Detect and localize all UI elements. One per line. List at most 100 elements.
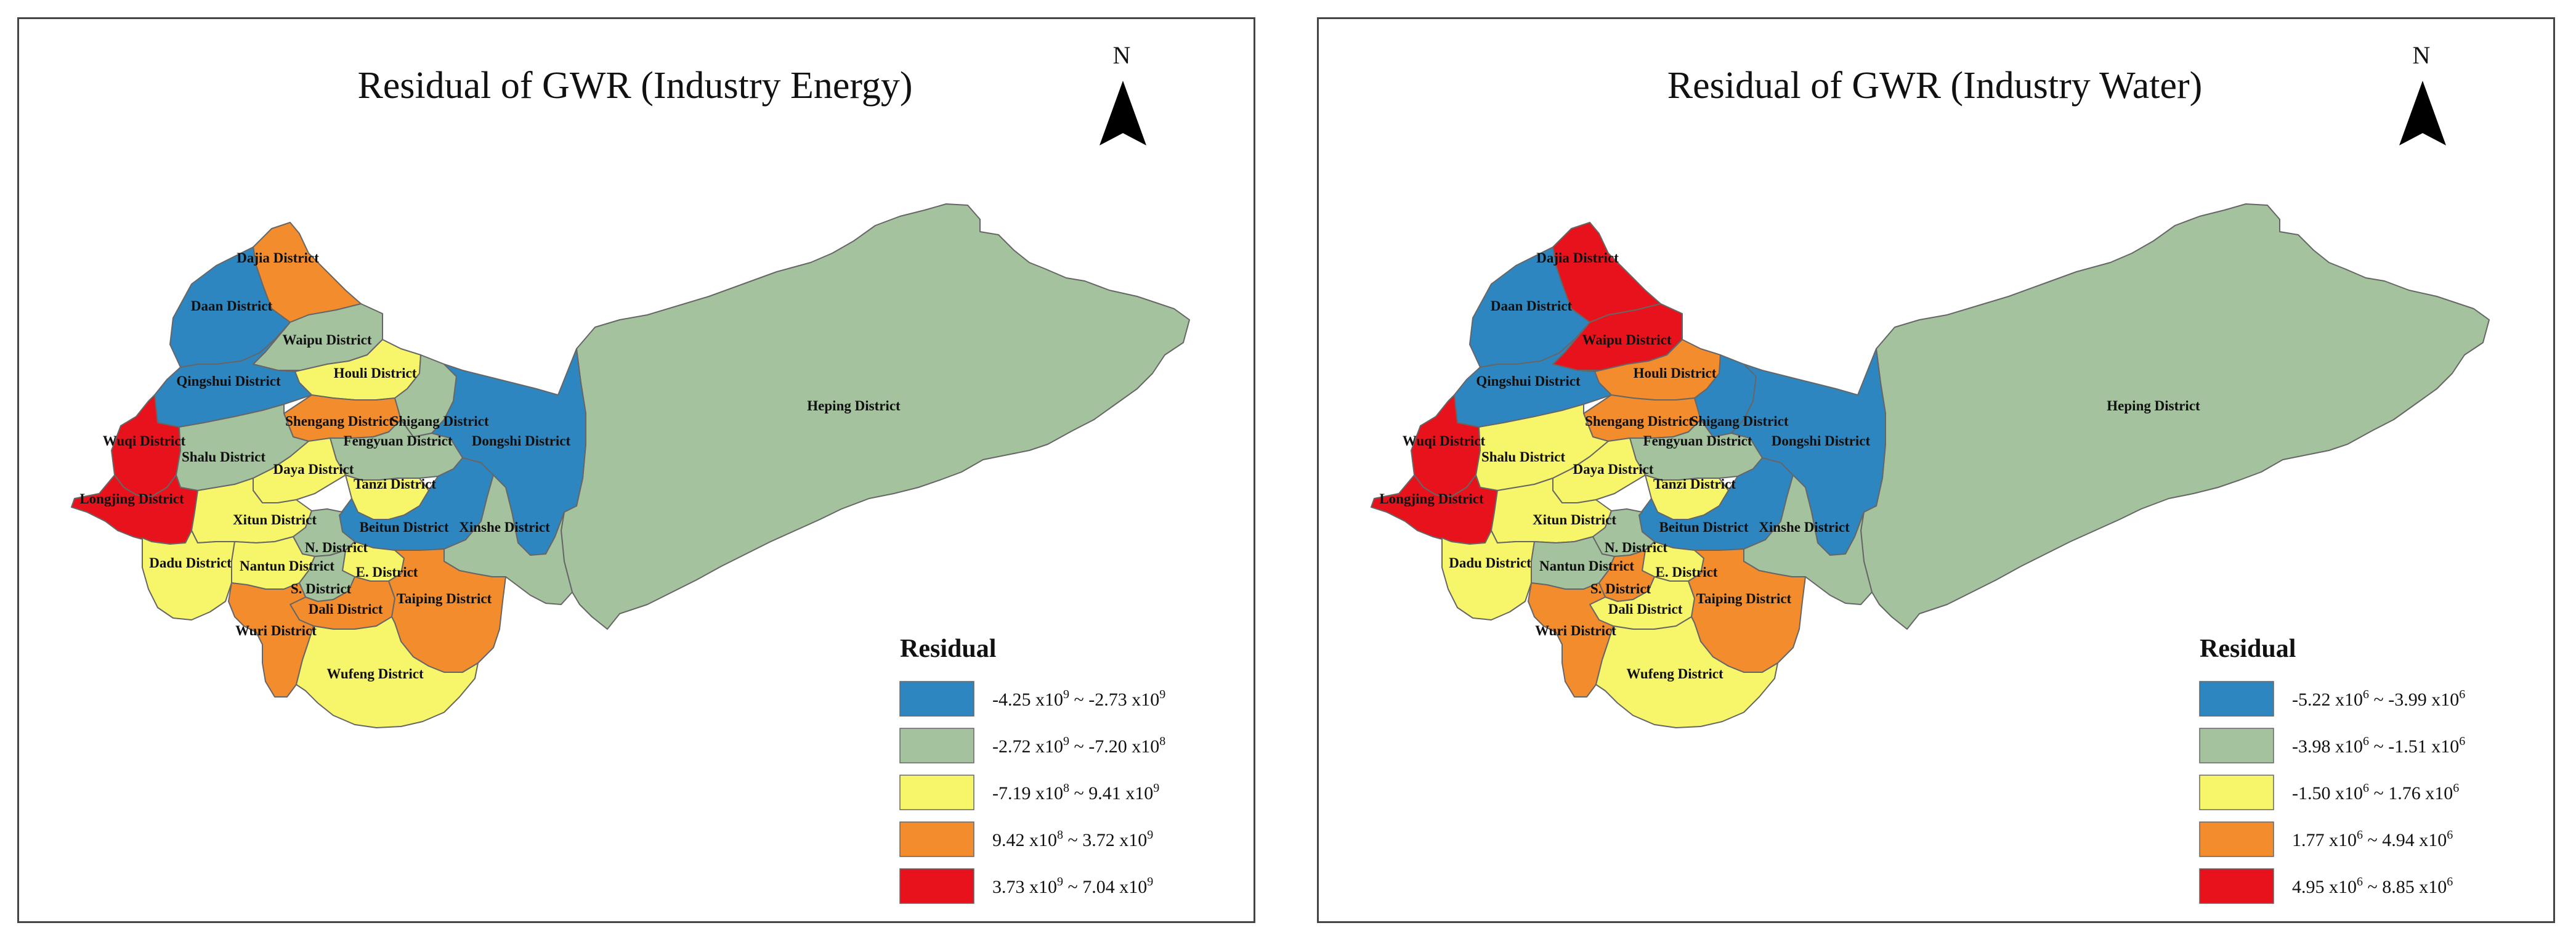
district-label-wuqi: Wuqi District	[1403, 433, 1486, 449]
district-dadu	[1441, 530, 1535, 621]
district-label-fengyuan: Fengyuan District	[344, 433, 453, 449]
legend-label-red: 4.95 x106 ~ 8.85 x106	[2292, 875, 2453, 897]
legend-title: Residual	[2200, 635, 2296, 663]
district-label-ndist: N. District	[305, 540, 368, 555]
district-label-daan: Daan District	[1491, 298, 1573, 314]
legend-label-yellow: -7.19 x108 ~ 9.41 x109	[992, 781, 1159, 804]
map-title: Residual of GWR (Industry Water)	[1667, 65, 2203, 107]
district-label-wufeng: Wufeng District	[326, 666, 424, 682]
district-label-tanzi: Tanzi District	[354, 476, 436, 492]
district-label-daya: Daya District	[273, 462, 354, 477]
district-label-daan: Daan District	[191, 298, 273, 314]
legend-swatch-blue	[2199, 681, 2274, 717]
legend-swatch-red	[899, 868, 974, 904]
district-heping	[1860, 203, 2490, 630]
district-label-nantun: Nantun District	[240, 558, 334, 574]
district-label-dali: Dali District	[309, 601, 383, 617]
district-label-qingshui: Qingshui District	[176, 373, 281, 389]
legend-swatch-orange	[899, 821, 974, 857]
district-label-sdist: S. District	[291, 581, 352, 596]
north-arrow-shape	[1100, 81, 1146, 145]
legend: Residual -4.25 x109 ~ -2.73 x109 -2.72 x10…	[899, 635, 1165, 904]
legend-swatch-red	[2199, 868, 2274, 904]
district-label-edist: E. District	[1656, 564, 1718, 580]
north-arrow-icon: N	[2399, 41, 2446, 145]
district-label-heping: Heping District	[2107, 398, 2200, 413]
district-polygons	[1371, 203, 2490, 728]
district-label-beitun: Beitun District	[1659, 519, 1748, 535]
district-label-houli: Houli District	[334, 365, 417, 381]
district-label-wuqi: Wuqi District	[103, 433, 186, 449]
district-label-longjing: Longjing District	[1379, 491, 1484, 507]
district-label-dongshi: Dongshi District	[472, 433, 571, 449]
district-label-shengang: Shengang District	[285, 413, 394, 429]
legend-label-blue: -5.22 x106 ~ -3.99 x106	[2292, 688, 2465, 710]
district-labels: Heping District Dajia District Daan Distri…	[1379, 250, 2200, 682]
north-letter: N	[1113, 41, 1131, 69]
district-label-edist: E. District	[356, 564, 418, 580]
district-labels: Heping District Dajia District Daan Distri…	[79, 250, 901, 682]
district-label-wufeng: Wufeng District	[1626, 666, 1723, 682]
map-canvas-energy: Residual of GWR (Industry Energy) N Hepi…	[71, 41, 1190, 904]
district-label-longjing: Longjing District	[79, 491, 184, 507]
district-label-taiping: Taiping District	[397, 591, 492, 606]
map-canvas-water: Residual of GWR (Industry Water) N Hepin…	[1371, 41, 2490, 904]
district-heping	[561, 203, 1190, 630]
north-arrow-icon: N	[1100, 41, 1146, 145]
map-panel-water: Residual of GWR (Industry Water) N Hepin…	[1317, 17, 2555, 923]
district-label-waipu: Waipu District	[1582, 332, 1671, 348]
legend: Residual -5.22 x106 ~ -3.99 x106 -3.98 x10…	[2199, 635, 2465, 904]
district-label-ndist: N. District	[1605, 540, 1668, 555]
legend-swatch-orange	[2199, 821, 2274, 857]
district-label-shigang: Shigang District	[391, 413, 488, 429]
map-panel-energy: Residual of GWR (Industry Energy) N Hepi…	[17, 17, 1255, 923]
district-label-waipu: Waipu District	[282, 332, 371, 348]
district-label-daya: Daya District	[1573, 462, 1654, 477]
legend-swatch-green	[2199, 728, 2274, 763]
district-label-xitun: Xitun District	[1533, 512, 1616, 527]
legend-label-orange: 1.77 x106 ~ 4.94 x106	[2292, 828, 2453, 850]
district-label-beitun: Beitun District	[359, 519, 448, 535]
district-label-shalu: Shalu District	[182, 449, 265, 465]
legend-swatch-blue	[899, 681, 974, 717]
north-letter: N	[2413, 41, 2431, 69]
district-label-heping: Heping District	[807, 398, 901, 413]
map-title: Residual of GWR (Industry Energy)	[357, 65, 912, 107]
north-arrow-shape	[2399, 81, 2446, 145]
legend-swatch-yellow	[2199, 775, 2274, 810]
district-label-xinshe: Xinshe District	[1759, 519, 1850, 535]
district-label-tanzi: Tanzi District	[1653, 476, 1736, 492]
district-label-dadu: Dadu District	[149, 555, 232, 571]
district-label-houli: Houli District	[1634, 365, 1717, 381]
district-wufeng	[296, 616, 479, 728]
district-label-dali: Dali District	[1608, 601, 1683, 617]
district-label-xinshe: Xinshe District	[459, 519, 550, 535]
district-label-shalu: Shalu District	[1481, 449, 1565, 465]
district-label-dajia: Dajia District	[1536, 250, 1619, 266]
district-label-xitun: Xitun District	[233, 512, 317, 527]
legend-swatch-yellow	[899, 775, 974, 810]
legend-swatch-green	[899, 728, 974, 763]
district-label-nantun: Nantun District	[1539, 558, 1634, 574]
district-label-fengyuan: Fengyuan District	[1643, 433, 1752, 449]
legend-label-orange: 9.42 x108 ~ 3.72 x109	[992, 828, 1153, 850]
legend-title: Residual	[900, 635, 996, 663]
district-label-sdist: S. District	[1590, 581, 1651, 596]
legend-label-blue: -4.25 x109 ~ -2.73 x109	[992, 688, 1165, 710]
district-wufeng	[1595, 616, 1778, 728]
district-label-qingshui: Qingshui District	[1476, 373, 1581, 389]
district-label-wuri: Wuri District	[1535, 623, 1616, 638]
district-label-shigang: Shigang District	[1690, 413, 1788, 429]
district-polygons	[71, 203, 1190, 728]
district-dadu	[142, 530, 235, 621]
district-label-wuri: Wuri District	[235, 623, 317, 638]
district-label-dajia: Dajia District	[237, 250, 319, 266]
legend-label-green: -3.98 x106 ~ -1.51 x106	[2292, 734, 2465, 757]
legend-label-green: -2.72 x109 ~ -7.20 x108	[992, 734, 1165, 757]
legend-label-red: 3.73 x109 ~ 7.04 x109	[992, 875, 1153, 897]
district-label-dadu: Dadu District	[1449, 555, 1531, 571]
legend-label-yellow: -1.50 x106 ~ 1.76 x106	[2292, 781, 2459, 804]
district-label-taiping: Taiping District	[1696, 591, 1792, 606]
district-label-shengang: Shengang District	[1585, 413, 1693, 429]
district-label-dongshi: Dongshi District	[1772, 433, 1871, 449]
